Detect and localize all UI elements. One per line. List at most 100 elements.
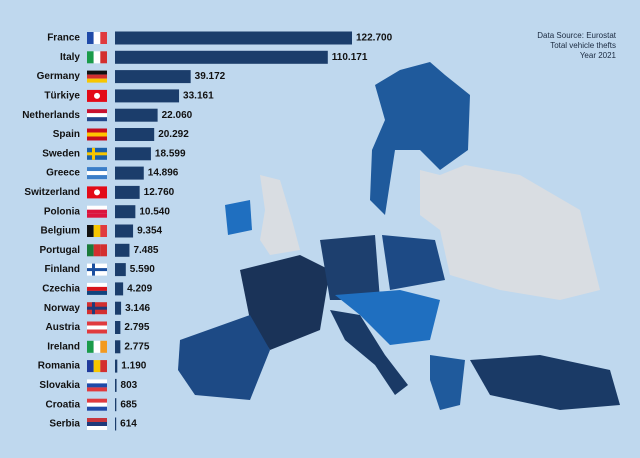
bar [115, 398, 117, 412]
value-label: 4.209 [127, 284, 152, 295]
flag [87, 387, 107, 392]
flag [87, 426, 107, 430]
flag [87, 213, 107, 218]
value-label: 39.172 [195, 71, 226, 82]
bar [115, 166, 144, 180]
category-label: Netherlands [22, 110, 80, 121]
flag [87, 306, 107, 310]
flag [87, 325, 107, 330]
category-label: Portugal [39, 245, 80, 256]
category-label: Türkiye [44, 91, 80, 102]
flag [87, 383, 107, 388]
flag [87, 78, 107, 83]
category-label: Greece [46, 168, 80, 179]
flag [87, 379, 107, 384]
flag [92, 147, 95, 160]
bar [115, 89, 180, 103]
flag [87, 398, 107, 403]
flag [87, 422, 107, 426]
east [420, 165, 600, 300]
flag [87, 171, 107, 176]
turkiye [470, 355, 620, 410]
bar [115, 70, 191, 84]
flag [87, 209, 107, 214]
flag [87, 340, 94, 353]
flag [94, 92, 100, 99]
bar [115, 340, 121, 354]
flag [100, 225, 107, 237]
category-label: Sweden [42, 148, 80, 159]
flag [87, 113, 107, 118]
flag [87, 152, 107, 156]
flag [87, 244, 94, 257]
flag [87, 225, 94, 237]
flag [87, 132, 107, 137]
flag [87, 74, 107, 79]
iberia [178, 315, 270, 400]
category-label: Norway [44, 303, 81, 314]
category-label: France [47, 33, 80, 44]
flag [100, 51, 107, 64]
ireland [225, 200, 252, 235]
category-label: Finland [44, 264, 80, 275]
flag [87, 167, 107, 172]
flag [87, 128, 107, 133]
value-label: 2.795 [124, 322, 149, 333]
flag [87, 290, 107, 295]
value-label: 9.354 [137, 226, 162, 237]
value-label: 10.540 [139, 206, 170, 217]
flag [87, 329, 107, 334]
bar [115, 359, 118, 373]
category-label: Belgium [41, 226, 81, 237]
annotation: Total vehicle thefts [550, 41, 616, 50]
bar [115, 108, 158, 122]
category-label: Serbia [49, 419, 80, 430]
value-label: 33.161 [183, 91, 214, 102]
value-label: 7.485 [133, 245, 158, 256]
flag [93, 51, 101, 64]
bar [115, 243, 130, 257]
flag [93, 32, 101, 44]
category-label: Ireland [47, 341, 80, 352]
flag [100, 244, 107, 257]
flag [87, 406, 107, 411]
category-label: Switzerland [24, 187, 80, 198]
flag [92, 302, 95, 315]
flag [87, 70, 107, 75]
value-label: 22.060 [162, 110, 193, 121]
britain [260, 175, 300, 255]
flag [87, 136, 107, 141]
bar [115, 301, 122, 315]
category-label: Slovakia [39, 380, 80, 391]
flag [87, 321, 107, 326]
bar [115, 263, 126, 277]
value-label: 12.760 [144, 187, 175, 198]
value-label: 5.590 [130, 264, 155, 275]
value-label: 110.171 [332, 52, 368, 63]
bar [115, 417, 117, 431]
greece [430, 355, 465, 410]
nordic [370, 62, 470, 215]
value-label: 122.700 [356, 33, 393, 44]
bar [115, 147, 151, 161]
value-label: 614 [120, 419, 137, 430]
category-label: Spain [53, 129, 80, 140]
flag [94, 189, 100, 196]
value-label: 803 [121, 380, 138, 391]
category-label: Czechia [42, 284, 80, 295]
category-label: Germany [37, 71, 81, 82]
annotation: Data Source: Eurostat [537, 31, 616, 40]
category-label: Austria [46, 322, 81, 333]
flag [92, 263, 95, 276]
annotation: Year 2021 [580, 51, 617, 60]
flag [87, 286, 107, 291]
flag [87, 51, 94, 64]
flag [87, 109, 107, 114]
bar [115, 128, 155, 141]
flag [87, 175, 107, 180]
germany [320, 235, 380, 300]
bar [115, 50, 328, 64]
flag [87, 360, 94, 373]
flag [87, 117, 107, 122]
